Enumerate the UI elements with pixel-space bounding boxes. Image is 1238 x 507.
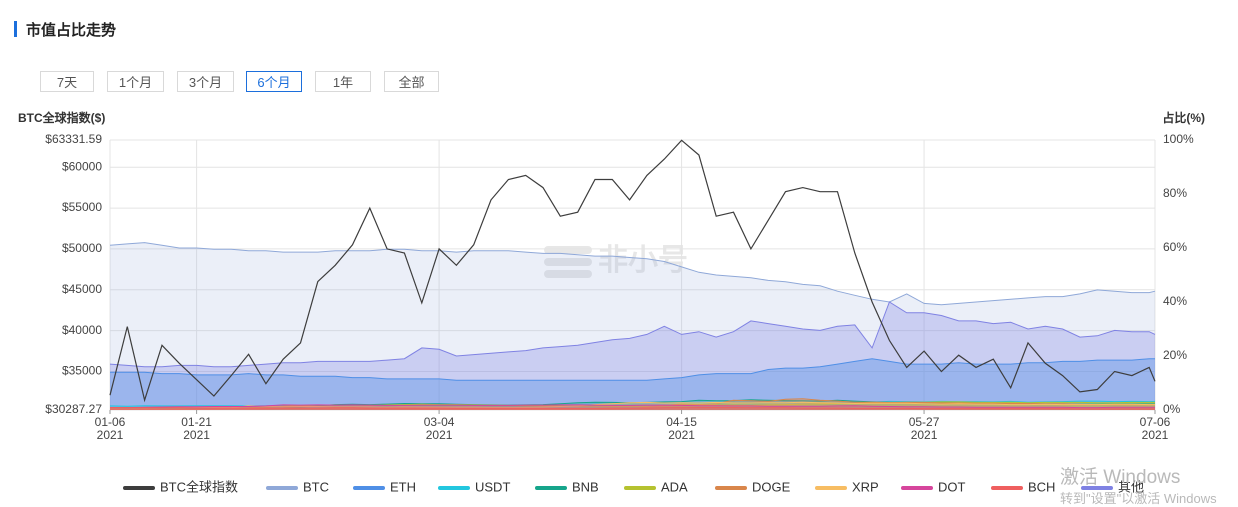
legend-item[interactable]: DOGE xyxy=(715,479,791,494)
section-title: 市值占比走势 xyxy=(26,22,117,39)
range-button[interactable]: 6个月 xyxy=(246,71,302,92)
legend-label: XRP xyxy=(852,479,879,494)
x-tick-label: 05-27 xyxy=(909,415,940,429)
range-button[interactable]: 7天 xyxy=(40,71,94,92)
legend-label: ETH xyxy=(390,479,416,494)
range-button[interactable]: 3个月 xyxy=(177,71,234,92)
x-tick-year: 2021 xyxy=(1142,428,1169,442)
x-tick-year: 2021 xyxy=(426,428,453,442)
area-line xyxy=(109,242,1156,306)
x-tick-label: 04-15 xyxy=(666,415,697,429)
legend-label: DOT xyxy=(938,479,966,494)
area-fill xyxy=(110,398,1155,410)
legend-item[interactable]: 其他 xyxy=(1081,479,1144,494)
range-button[interactable]: 1年 xyxy=(315,71,371,92)
y2-tick-label: 40% xyxy=(1163,294,1187,308)
x-tick-year: 2021 xyxy=(668,428,695,442)
legend-label: BNB xyxy=(572,479,599,494)
watermark-icon xyxy=(544,246,592,254)
legend-item[interactable]: DOT xyxy=(901,479,966,494)
y2-tick-label: 100% xyxy=(1163,132,1194,146)
legend-item[interactable]: ETH xyxy=(353,479,416,494)
area-line xyxy=(110,407,1155,410)
y-tick-label: $55000 xyxy=(62,200,102,214)
y-tick-label: $60000 xyxy=(62,159,102,173)
y-tick-label: $63331.59 xyxy=(45,132,102,146)
legend-item[interactable]: BCH xyxy=(991,479,1055,494)
area-fill xyxy=(110,242,1155,410)
area-line xyxy=(110,358,1155,381)
range-button[interactable]: 1个月 xyxy=(107,71,164,92)
y2-tick-label: 0% xyxy=(1163,402,1181,416)
legend-label: USDT xyxy=(475,479,510,494)
watermark-icon xyxy=(544,258,592,266)
grid xyxy=(109,139,1156,411)
range-button[interactable]: 全部 xyxy=(384,71,439,92)
title-marker xyxy=(14,21,17,37)
y2-axis-title: 占比(%) xyxy=(1162,110,1205,125)
area-fill xyxy=(110,358,1155,410)
y-tick-label: $45000 xyxy=(62,282,102,296)
area-line xyxy=(109,301,1156,368)
activation-hint: 转到"设置"以激活 Windows xyxy=(1060,491,1217,506)
y2-tick-label: 80% xyxy=(1163,186,1187,200)
y-tick-label: $40000 xyxy=(62,323,102,337)
legend-item[interactable]: BNB xyxy=(535,479,599,494)
legend-label: DOGE xyxy=(752,479,791,494)
area-line xyxy=(109,401,1155,409)
y-axis-title: BTC全球指数($) xyxy=(18,110,105,125)
y-tick-label: $50000 xyxy=(62,241,102,255)
index-line xyxy=(109,139,1156,403)
watermark-icon xyxy=(544,270,592,278)
x-tick-label: 01-21 xyxy=(181,415,212,429)
y-tick-label: $35000 xyxy=(62,364,102,378)
area-line xyxy=(110,404,1155,409)
x-tick-label: 07-06 xyxy=(1140,415,1171,429)
x-tick-label: 03-04 xyxy=(424,415,455,429)
y2-tick-label: 60% xyxy=(1163,240,1187,254)
y2-tick-label: 20% xyxy=(1163,348,1187,362)
legend-label: ADA xyxy=(661,479,688,494)
legend-item[interactable]: BTC全球指数 xyxy=(123,479,238,494)
x-tick-year: 2021 xyxy=(911,428,938,442)
legend-label: BCH xyxy=(1028,479,1055,494)
legend-item[interactable]: USDT xyxy=(438,479,510,494)
legend-label: BTC全球指数 xyxy=(160,479,238,494)
x-tick-label: 01-06 xyxy=(95,415,126,429)
legend-item[interactable]: ADA xyxy=(624,479,688,494)
activation-notice: 激活 Windows xyxy=(1060,467,1181,488)
legend-item[interactable]: XRP xyxy=(815,479,879,494)
legend-item[interactable]: BTC xyxy=(266,479,329,494)
area-fill xyxy=(110,302,1155,410)
area-line xyxy=(110,401,1155,409)
legend-label: BTC xyxy=(303,479,329,494)
x-tick-year: 2021 xyxy=(183,428,210,442)
legend-label: 其他 xyxy=(1118,479,1144,494)
x-tick-year: 2021 xyxy=(97,428,124,442)
y-tick-label: $30287.27 xyxy=(45,402,102,416)
